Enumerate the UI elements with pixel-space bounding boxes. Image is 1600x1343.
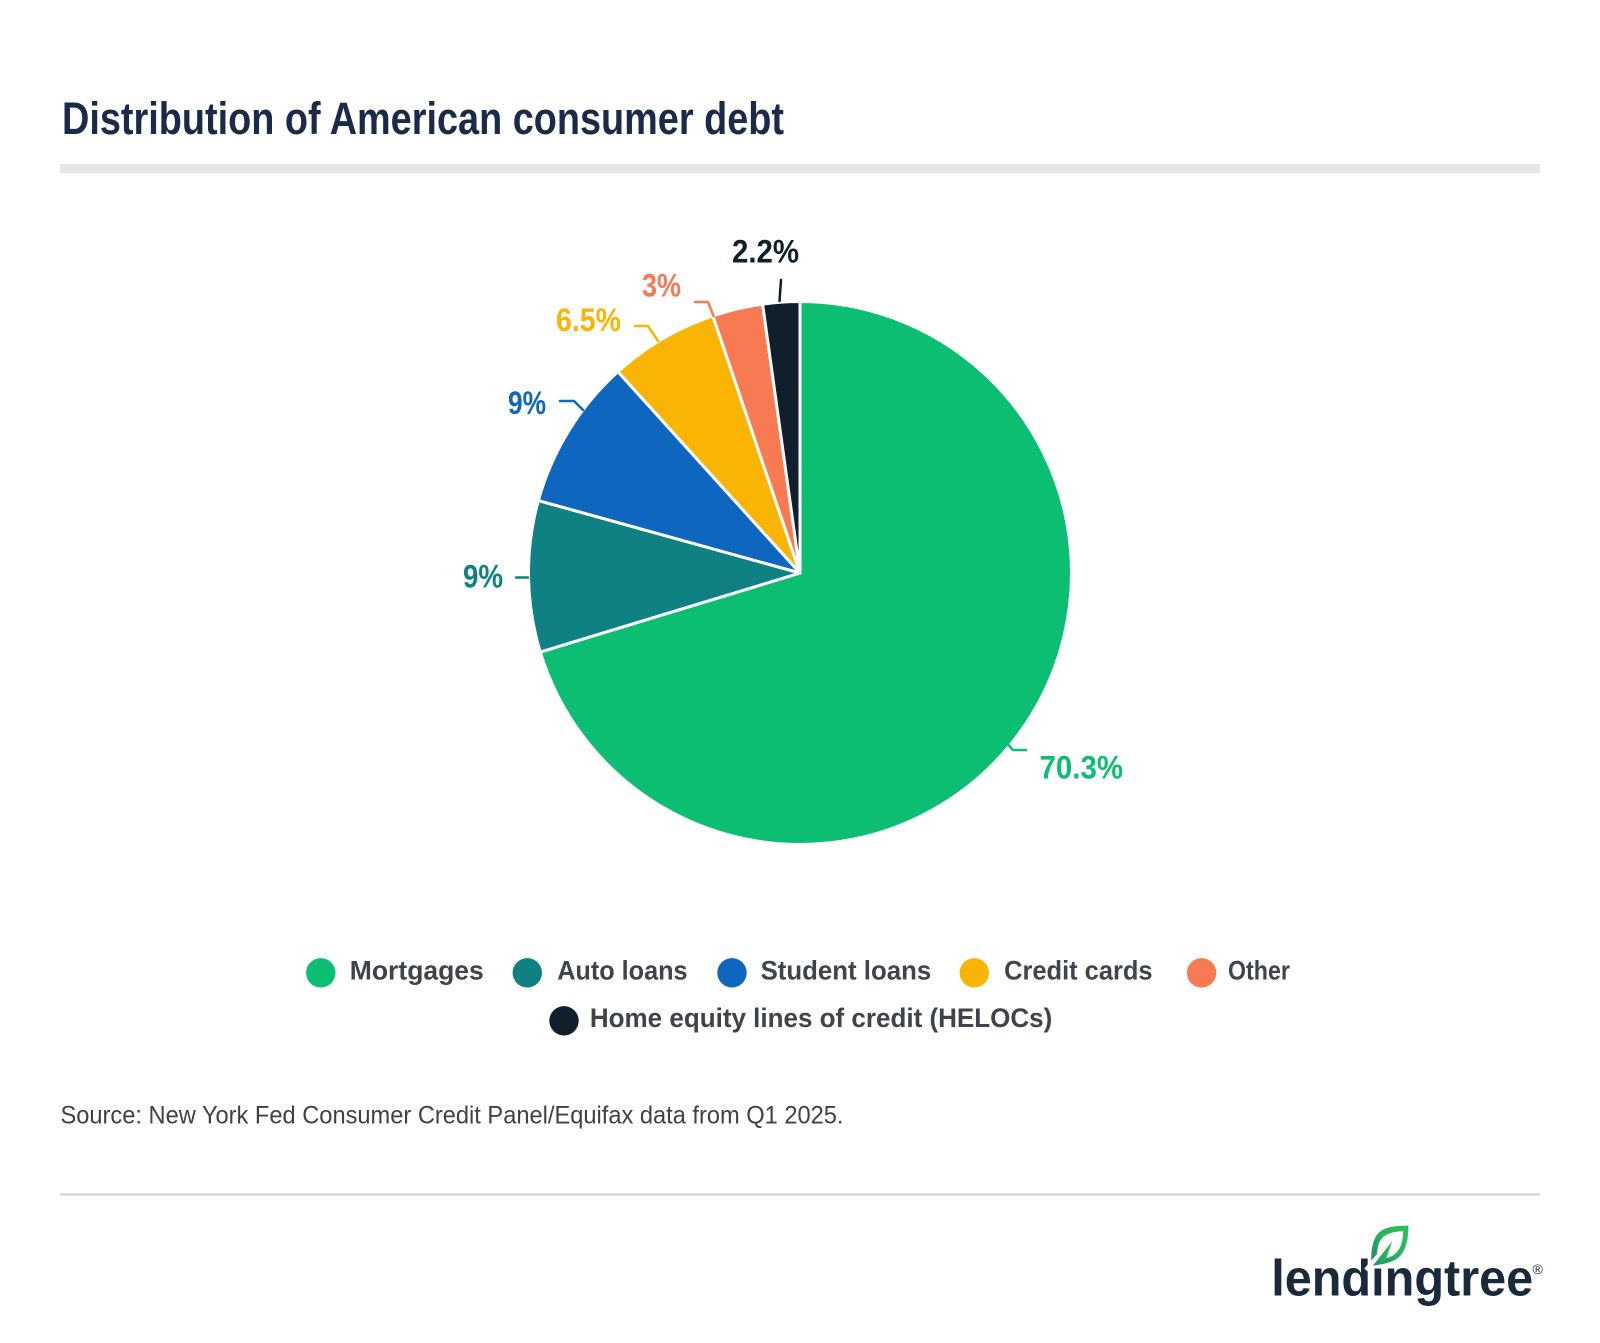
svg-text:Mortgages: Mortgages	[350, 955, 484, 985]
svg-text:2.2%: 2.2%	[732, 233, 799, 269]
svg-text:Auto loans: Auto loans	[557, 955, 687, 985]
svg-text:®: ®	[1533, 1261, 1544, 1277]
svg-text:70.3%: 70.3%	[1040, 750, 1124, 786]
svg-text:Credit cards: Credit cards	[1004, 955, 1153, 985]
svg-text:Source: New York Fed Consumer: Source: New York Fed Consumer Credit Pan…	[61, 1102, 844, 1130]
svg-text:9%: 9%	[508, 385, 546, 421]
svg-text:9%: 9%	[463, 559, 503, 595]
svg-text:Student loans: Student loans	[761, 955, 932, 985]
svg-text:Distribution of American consu: Distribution of American consumer debt	[62, 93, 784, 144]
svg-text:Other: Other	[1228, 955, 1290, 985]
svg-text:Home equity lines of credit (H: Home equity lines of credit (HELOCs)	[590, 1003, 1052, 1033]
svg-text:3%: 3%	[642, 268, 681, 304]
svg-text:lendingtree: lendingtree	[1271, 1248, 1533, 1306]
svg-text:6.5%: 6.5%	[556, 302, 621, 338]
